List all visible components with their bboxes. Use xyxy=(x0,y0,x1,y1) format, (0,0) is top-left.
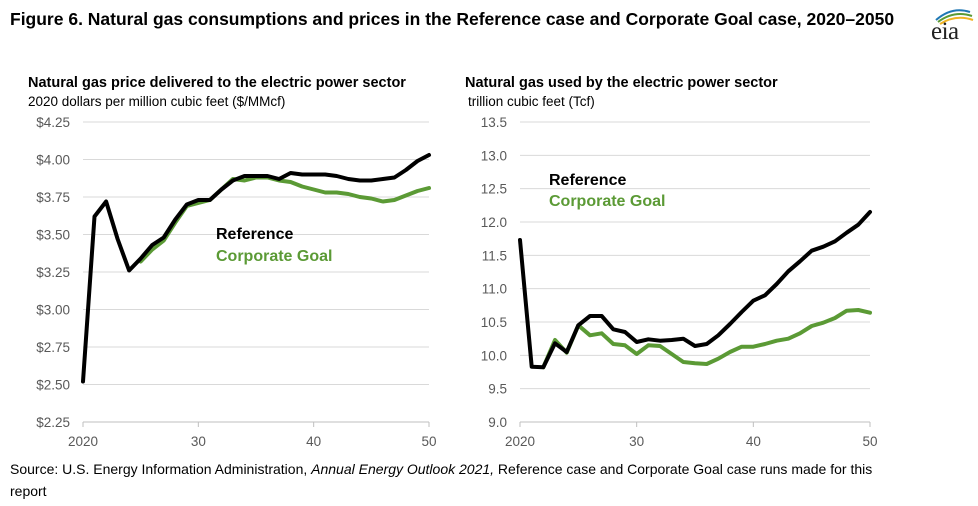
right-x-tick-label: 50 xyxy=(862,434,877,449)
source-publication: Annual Energy Outlook 2021, xyxy=(311,461,495,477)
right-y-tick-label: 11.0 xyxy=(482,282,507,297)
right-chart-subtitle: trillion cubic feet (Tcf) xyxy=(468,94,595,109)
right-y-tick-label: 9.0 xyxy=(488,415,507,430)
left-y-tick-label: $3.50 xyxy=(36,228,70,243)
left-x-tick-label: 2020 xyxy=(68,434,98,449)
left-chart-title: Natural gas price delivered to the elect… xyxy=(28,75,406,91)
eia-logo: eia xyxy=(918,6,974,46)
right-chart-title: Natural gas used by the electric power s… xyxy=(465,75,778,91)
right-x-tick-label: 40 xyxy=(746,434,761,449)
left-x-tick-label: 50 xyxy=(421,434,436,449)
right-series-line-corporate-goal xyxy=(541,308,872,370)
left-y-tick-label: $4.00 xyxy=(36,153,70,168)
right-y-tick-label: 12.0 xyxy=(481,215,507,230)
logo-swoosh-icon xyxy=(935,9,974,25)
left-y-tick-label: $3.00 xyxy=(36,303,70,318)
right-x-tick-label: 2020 xyxy=(505,434,535,449)
left-y-tick-label: $2.25 xyxy=(36,415,70,430)
left-x-tick-label: 40 xyxy=(306,434,321,449)
right-legend-corporate-goal: Corporate Goal xyxy=(549,193,666,210)
left-x-tick-label: 30 xyxy=(191,434,206,449)
logo-text: eia xyxy=(931,18,959,45)
right-y-tick-label: 10.5 xyxy=(481,315,507,330)
left-legend-corporate-goal: Corporate Goal xyxy=(216,248,333,265)
left-y-tick-label: $3.75 xyxy=(36,190,70,205)
left-y-tick-label: $4.25 xyxy=(36,115,70,130)
source-suffix: Reference case and Corporate Goal case r… xyxy=(10,461,873,499)
left-series-line-reference xyxy=(81,153,431,384)
right-legend-reference: Reference xyxy=(549,172,627,189)
figure-title: Figure 6. Natural gas consumptions and p… xyxy=(10,9,895,29)
source-prefix: Source: U.S. Energy Information Administ… xyxy=(10,461,312,477)
right-y-tick-label: 10.0 xyxy=(481,348,507,363)
right-y-tick-label: 13.0 xyxy=(481,148,507,163)
source-note: Source: U.S. Energy Information Administ… xyxy=(10,458,910,502)
left-legend-reference: Reference xyxy=(216,226,294,243)
right-x-tick-label: 30 xyxy=(629,434,644,449)
right-y-tick-label: 13.5 xyxy=(481,115,507,130)
left-y-tick-label: $3.25 xyxy=(36,265,70,280)
right-y-tick-label: 11.5 xyxy=(482,248,507,263)
left-y-tick-label: $2.75 xyxy=(36,340,70,355)
right-y-tick-label: 12.5 xyxy=(481,182,507,197)
right-y-tick-label: 9.5 xyxy=(488,382,507,397)
left-y-tick-label: $2.50 xyxy=(36,378,70,393)
left-chart-subtitle: 2020 dollars per million cubic feet ($/M… xyxy=(28,94,286,109)
right-series-line-reference xyxy=(518,210,872,370)
